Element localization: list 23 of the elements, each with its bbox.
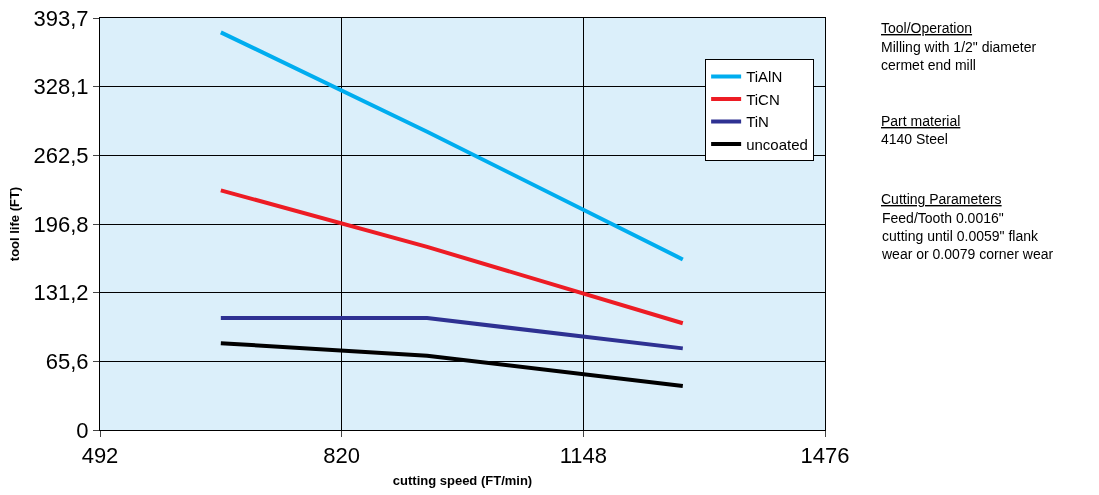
y-tick-label: 0 [76,417,89,443]
y-tick-label: 196,8 [33,211,89,237]
y-tick-label: 328,1 [33,74,89,100]
x-tick-label: 1476 [800,443,850,469]
text: 4140 Steel [881,131,948,147]
text: Part material [881,113,961,129]
y-axis-title: tool life (FT) [7,186,23,262]
text: Milling with 1/2" diameter cermet end mill [881,39,1037,74]
x-tick-label: 820 [323,443,361,469]
legend-label: TiCN [746,90,780,108]
legend-label: uncoated [746,135,808,153]
x-tick-label: 1148 [559,443,607,469]
legend-label: TiN [746,113,769,131]
text: Cutting Parameters [881,191,1002,207]
y-tick-label: 393,7 [33,5,89,31]
text: Feed/Tooth 0.0016" cutting until 0.0059" flank wear or 0.0079 corner wear [881,210,1054,263]
x-tick-label: 492 [81,443,119,469]
y-tick-label: 65,6 [45,349,89,375]
text: Tool/Operation [881,20,973,36]
x-axis-title: cutting speed (FT/min) [392,473,533,488]
legend-label: TiAlN [746,68,783,86]
y-tick-label: 131,2 [33,280,89,306]
y-tick-label: 262,5 [33,143,89,168]
